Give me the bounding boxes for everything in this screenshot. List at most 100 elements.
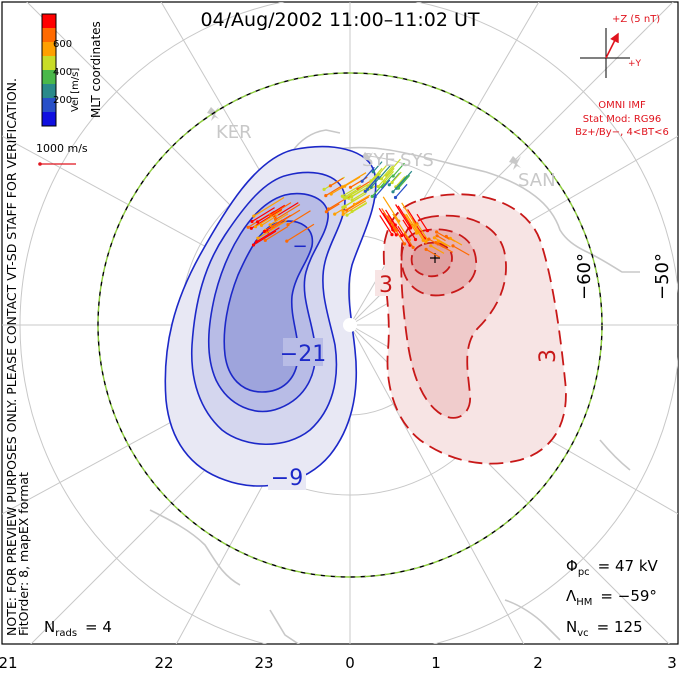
velocity-vector (257, 219, 288, 239)
velocity-vector (385, 158, 401, 176)
velocity-vector-origin (421, 238, 425, 242)
velocity-vector-origin (382, 180, 386, 184)
mlt-tick-3: 3 (667, 654, 677, 672)
phi-pc-value: = 47 kV (598, 557, 659, 575)
station-san-marker (509, 156, 521, 170)
velocity-vector (436, 231, 450, 240)
velocity-vector-origin (391, 190, 395, 194)
velocity-vector (435, 242, 446, 249)
latitude-label-50: −50° (652, 253, 673, 300)
velocity-vector-origin (253, 225, 258, 229)
velocity-vector-origin (432, 236, 436, 240)
velocity-vector (415, 221, 429, 241)
velocity-vector-origin (350, 195, 354, 199)
velocity-vector (274, 202, 299, 218)
velocity-vector-origin (256, 220, 260, 224)
velocity-vector (250, 208, 283, 229)
velocity-vector-origin (324, 210, 328, 214)
velocity-vector-origin (369, 185, 373, 189)
velocity-vector-origin (397, 219, 401, 223)
imf-model-line1: Stat Mod: RG96 (583, 114, 662, 125)
velocity-vector (383, 215, 397, 236)
velocity-vector (272, 209, 301, 228)
fit-order-note: FitOrder: 8, mapEX format (16, 472, 31, 636)
n-vc-value: = 125 (597, 618, 643, 636)
velocity-vector-origin (251, 243, 256, 247)
velocity-vector-origin (411, 245, 415, 249)
velocity-vector-origin (435, 230, 439, 234)
velocity-vector (342, 172, 367, 188)
velocity-vector (452, 245, 470, 256)
velocity-vector-origin (340, 185, 344, 189)
velocity-vector (346, 202, 367, 216)
colorbar-swatch (42, 14, 56, 29)
velocity-vector (403, 232, 414, 248)
velocity-vector (372, 161, 383, 173)
contour-label-neg9: −9 (271, 466, 303, 491)
contour-label-neg21: −21 (280, 342, 326, 367)
velocity-vector (383, 170, 394, 183)
page-title: 04/Aug/2002 11:00–11:02 UT (200, 9, 479, 31)
velocity-vector (401, 202, 417, 226)
velocity-vector (392, 213, 410, 241)
velocity-vector (425, 248, 440, 258)
velocity-vector-origin (343, 204, 347, 208)
velocity-vector-origin (328, 184, 332, 188)
velocity-scale-label: 1000 m/s (36, 142, 88, 155)
velocity-vector-origin (268, 213, 272, 217)
phi-pc-symbol: Φ (566, 557, 578, 575)
colorbar-swatch (42, 42, 56, 57)
velocity-vector (275, 203, 301, 221)
n-vc-symbol: N (566, 618, 577, 636)
colorbar-swatch (42, 56, 56, 71)
n-rads-subscript: rads (55, 628, 77, 639)
velocity-vector (402, 219, 417, 240)
latitude-label-60: −60° (574, 253, 595, 300)
velocity-vector-origin (424, 247, 428, 251)
velocity-vector (391, 224, 406, 245)
velocity-vector (256, 227, 280, 243)
colorbar: 600 400 200 Vel [m/s] (41, 13, 81, 127)
station-label-sye: SYE (362, 150, 396, 171)
velocity-vector-origin (413, 237, 418, 242)
velocity-vector (375, 163, 389, 178)
velocity-vector (378, 164, 392, 179)
mlt-axis: 21 22 23 0 1 2 3 (0, 654, 677, 672)
phi-pc-subscript: pc (578, 567, 590, 578)
velocity-vector-origin (369, 179, 373, 183)
imf-source-label: OMNI IMF (598, 100, 646, 111)
velocity-vector (334, 206, 348, 215)
velocity-vector (436, 235, 446, 242)
velocity-vector (412, 224, 424, 241)
velocity-vector-origin (333, 212, 337, 216)
velocity-vector-origin (427, 237, 431, 241)
velocity-vector (398, 174, 411, 189)
velocity-vector-origin (324, 194, 328, 198)
velocity-vector-origin (393, 223, 397, 227)
station-label-sys: SYS (400, 150, 434, 171)
velocity-vector-origin (393, 195, 398, 200)
mlt-tick-23: 23 (254, 654, 273, 672)
velocity-vector-origin (259, 223, 264, 227)
velocity-vector-origin (270, 225, 275, 229)
station-labels: KER SYE SYS SAN (216, 122, 556, 191)
velocity-vector-origin (425, 229, 430, 233)
velocity-vector-origin (285, 239, 289, 243)
velocity-vectors (246, 158, 470, 258)
velocity-vector-origin (363, 189, 367, 193)
mlt-tick-21: 21 (0, 654, 18, 672)
n-rads-symbol: N (44, 618, 55, 636)
velocity-vector (374, 179, 391, 198)
velocity-vector (403, 213, 418, 234)
colorbar-tick-200: 200 (53, 95, 72, 106)
velocity-vector-origin (379, 177, 384, 181)
velocity-vector-origin (343, 196, 347, 200)
colorbar-swatch (42, 112, 56, 127)
velocity-vector (416, 213, 429, 231)
velocity-vector (287, 210, 311, 226)
velocity-vector-origin (434, 241, 438, 245)
colorbar-tick-400: 400 (53, 67, 72, 78)
imf-model-line2: Bz+/By−, 4<BT<6 (575, 127, 669, 138)
velocity-vector-origin (246, 225, 250, 229)
